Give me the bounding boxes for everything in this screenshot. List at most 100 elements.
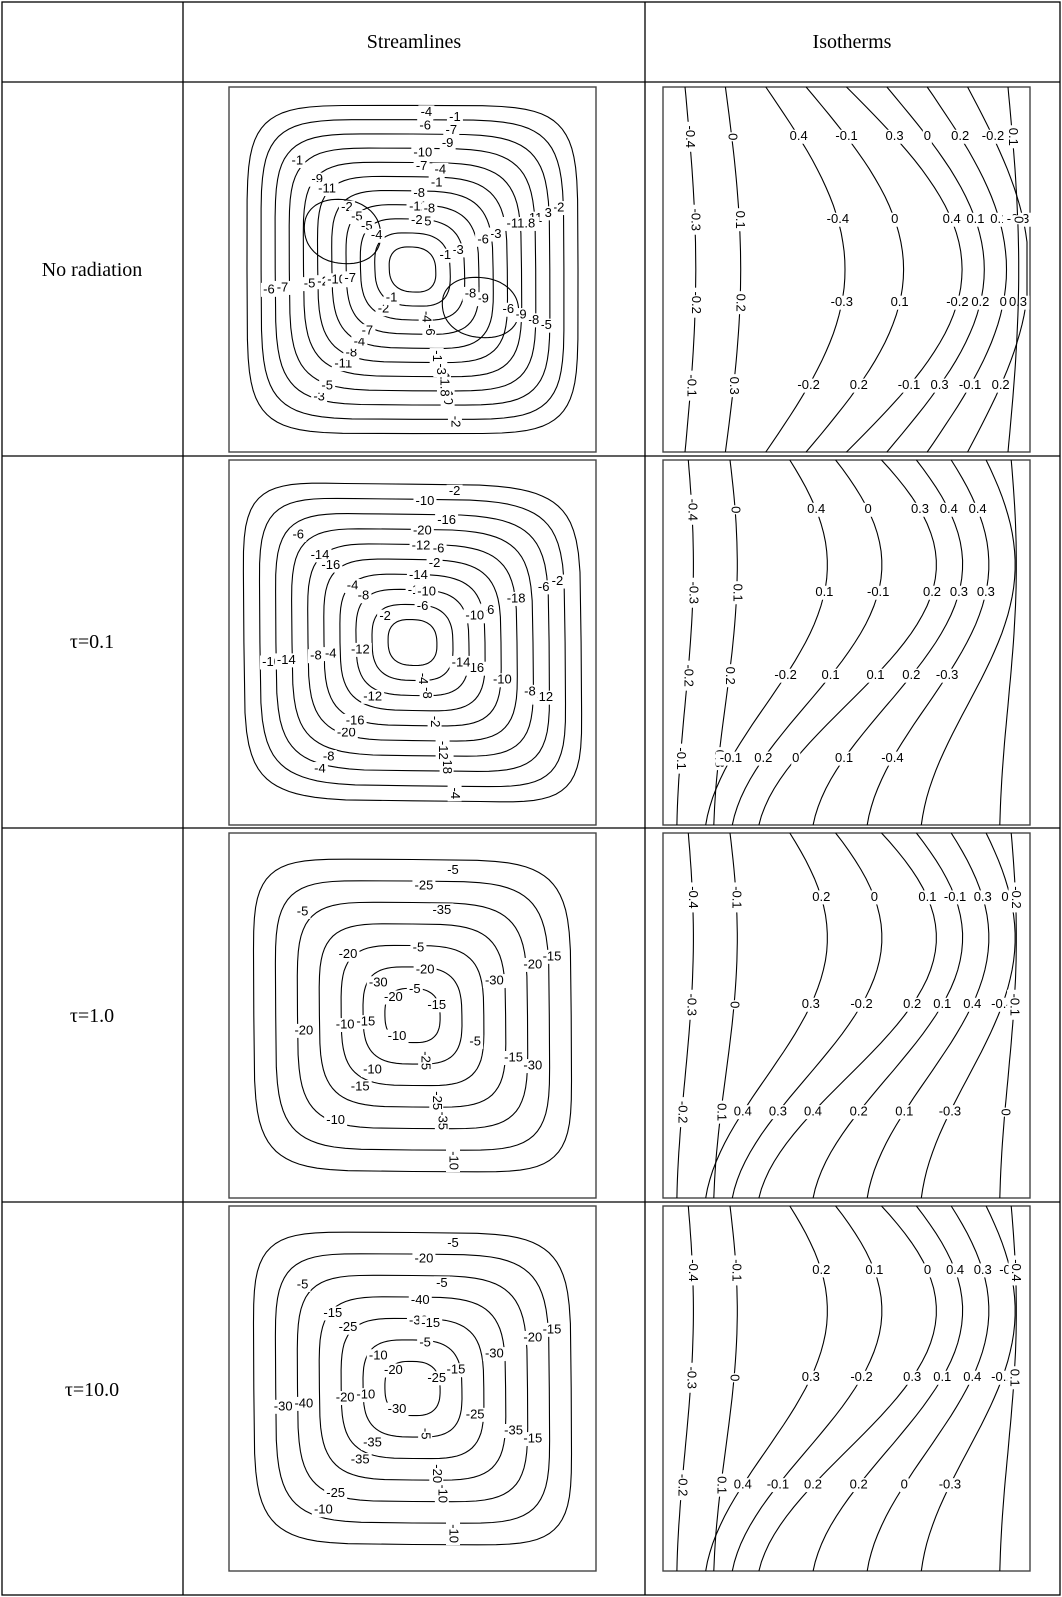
contour-label-backing [915,890,939,905]
contour-label-backing [729,882,744,913]
contour-label-backing [733,291,748,315]
contour-label-backing [971,1263,995,1278]
contour-label-backing [413,159,430,174]
contour-label: -2 [317,274,329,289]
contour-label: 0.3 [802,996,820,1011]
contour-label-backing [411,145,435,160]
contour-label: -14 [311,547,330,562]
contour-label: 0.2 [723,667,738,685]
contour-label: 0.1 [966,211,984,226]
contour-label: 0.1 [895,1104,913,1119]
contour-label: -20 [416,962,435,977]
contour-label: -10 [356,1387,375,1402]
contour-label: -15 [356,1014,375,1029]
contour-label: 0 [1000,294,1007,309]
contour-label-backing [1008,1255,1023,1286]
contour-label-backing [540,1322,564,1337]
contour-label-backing [685,577,700,608]
contour-label: 0 [998,1109,1013,1116]
contour-label: -4 [314,760,326,775]
contour-label-backing [724,132,739,142]
contour-label: -7 [362,323,374,338]
streamline [246,104,579,435]
contour-label-backing [977,129,1008,144]
streamline [303,198,382,265]
row-label-tau-0-1: τ=0.1 [70,631,114,653]
contour-label-backing [762,1478,793,1493]
streamline [307,543,518,742]
contour-label: -10 [327,272,346,287]
contour-label-backing [425,998,449,1013]
contour-label: -0.2 [774,667,796,682]
contour-label: -20 [413,522,432,537]
contour-label: -0.1 [720,750,742,765]
contour-label: 0.2 [992,377,1010,392]
contour-label: -10 [447,1524,462,1543]
contour-label-backing [409,538,433,553]
contour-label: -25 [326,1485,345,1500]
streamline [274,1253,551,1524]
contour-label: -12 [351,641,370,656]
contour-label-backing [846,1370,877,1385]
contour-label: 0.1 [835,750,853,765]
contour-label: -25 [339,1319,358,1334]
contour-label: -0.2 [797,377,819,392]
contour-label-backing [1007,1366,1022,1390]
contour-label: -6 [433,540,445,555]
contour-label: -25 [419,1051,434,1070]
contour-label: -0.2 [982,128,1004,143]
streamline [242,482,583,803]
contour-label: -10 [417,583,436,598]
contour-label-backing [414,599,431,614]
contour-label: 0 [871,889,878,904]
contour-label-backing [463,1407,487,1422]
contour-label-backing [336,947,360,962]
contour-label: 0.1 [933,996,951,1011]
contour-label: -20 [337,724,356,739]
contour-label: -30 [485,1346,504,1361]
contour-label: -30 [523,1058,542,1073]
header-streamlines: Streamlines [367,31,462,53]
contour-label-backing [437,248,454,263]
contour-label-backing [385,1402,409,1417]
contour-label: -0.1 [674,747,689,769]
contour-label-backing [343,346,360,361]
contour-label-backing [512,308,529,323]
contour-label-backing [832,751,856,766]
contour-label-backing [989,378,1013,393]
contour-label-backing [490,673,514,688]
contour-label: -20 [523,1329,542,1344]
contour-label: -11.8 [507,215,536,230]
contour-label: -3 [313,388,325,403]
isotherms-plot-no-radiation: -0.4 -0.3 -0.2 -0.1 0 0.1 0.2 0.3 0.4 -0.4 -0.3 -0.… [662,86,1033,453]
contour-label-backing [446,110,463,125]
contour-label-backing [447,785,462,802]
contour-label: 0.2 [902,667,920,682]
contour-label: -11 [318,180,336,195]
contour-label-backing [937,502,961,517]
contour-label-backing [722,664,737,688]
contour-label: -1 [386,290,398,305]
isotherm [724,86,742,453]
contour-label: -0.2 [675,1101,690,1123]
contour-label-backing [674,1097,689,1128]
contour-label-backing [812,585,836,600]
contour-label: -30 [485,973,504,988]
contour-label-backing [324,1113,348,1128]
contour-label-backing [320,749,337,764]
contour-label-backing [964,212,988,227]
contour-label: -10 [363,1062,382,1077]
contour-label-backing [422,321,437,338]
contour-label: -5 [436,1275,448,1290]
contour-label: -20 [336,1389,355,1404]
contour-label: 0.3 [974,1262,992,1277]
contour-label: 0 [924,1262,931,1277]
contour-label-backing [348,1079,372,1094]
contour-label-backing [412,1252,436,1267]
contour-label-backing [290,527,307,542]
streamline [288,147,537,392]
contour-label-backing [418,105,435,120]
plot-frame [228,86,597,453]
contour-label-backing [687,204,702,235]
row-label-tau-10-0: τ=10.0 [65,1379,119,1401]
